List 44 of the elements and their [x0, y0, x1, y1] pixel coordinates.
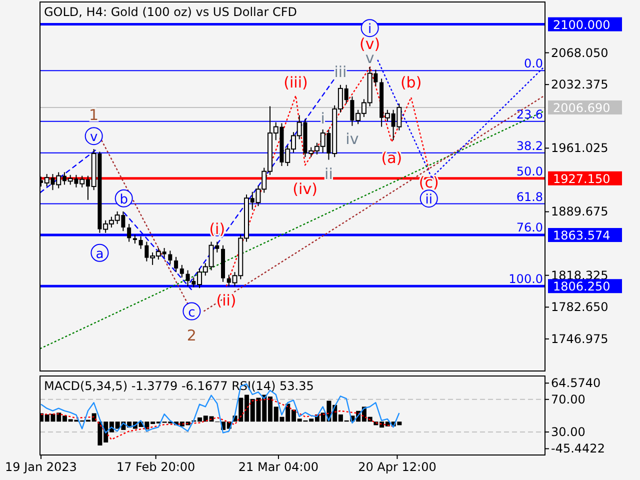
y2-tick-label: 70.00: [551, 392, 586, 406]
annotation: iv: [346, 130, 359, 148]
annotation: (iv): [292, 180, 318, 198]
y-tick-label: -45.4422: [551, 442, 605, 456]
x-tick-label: 17 Feb 20:00: [116, 460, 196, 474]
annotation: 2: [186, 326, 196, 344]
annotation: 1: [89, 106, 99, 124]
ref-line-label: 1806.250: [553, 280, 610, 294]
annotation: 76.0: [516, 220, 544, 234]
annotation: i: [320, 109, 325, 128]
y-tick-label: 64.5740: [551, 376, 601, 390]
annotation: 50.0: [516, 164, 544, 178]
ref-line-label: 2006.690: [553, 100, 610, 115]
annotation: v: [90, 130, 98, 146]
ref-line-label: 1927.150: [553, 172, 610, 186]
x-tick-label: 20 Apr 12:00: [358, 460, 436, 474]
y-tick-label: 1782.650: [551, 300, 608, 314]
x-tick-label: 19 Jan 2023: [5, 460, 77, 474]
annotation: b: [120, 192, 128, 208]
y-tick-label: 1818.325: [551, 268, 608, 282]
y-tick-label: 1961.025: [551, 141, 608, 156]
y2-tick-label: 30.00: [551, 425, 586, 440]
annotation: i: [368, 22, 372, 38]
annotation: (b): [400, 73, 422, 92]
annotation: a: [96, 246, 104, 262]
annotation: (i): [209, 220, 226, 238]
annotation: (a): [381, 148, 402, 167]
annotation: c: [188, 305, 196, 320]
annotation: (iii): [284, 74, 308, 92]
ref-line-label: 1863.574: [553, 228, 610, 243]
y-tick-label: 2068.050: [551, 46, 608, 60]
annotation: 0.0: [524, 56, 544, 71]
annotation: 38.2: [516, 138, 544, 153]
annotation: (c): [418, 174, 439, 192]
annotation: ii: [425, 192, 432, 208]
annotation: 100.0: [508, 272, 544, 286]
annotation: 61.8: [516, 190, 544, 204]
y-tick-label: 1889.675: [551, 204, 608, 219]
ref-line-label: 2100.000: [553, 18, 610, 32]
y-tick-label: 1746.975: [551, 332, 608, 346]
chart-title: GOLD, H4: Gold (100 oz) vs US Dollar CFD: [44, 5, 298, 19]
annotation: (ii): [216, 291, 236, 310]
y-tick-label: 2032.375: [551, 78, 608, 92]
x-tick-label: 21 Mar 04:00: [238, 460, 319, 474]
